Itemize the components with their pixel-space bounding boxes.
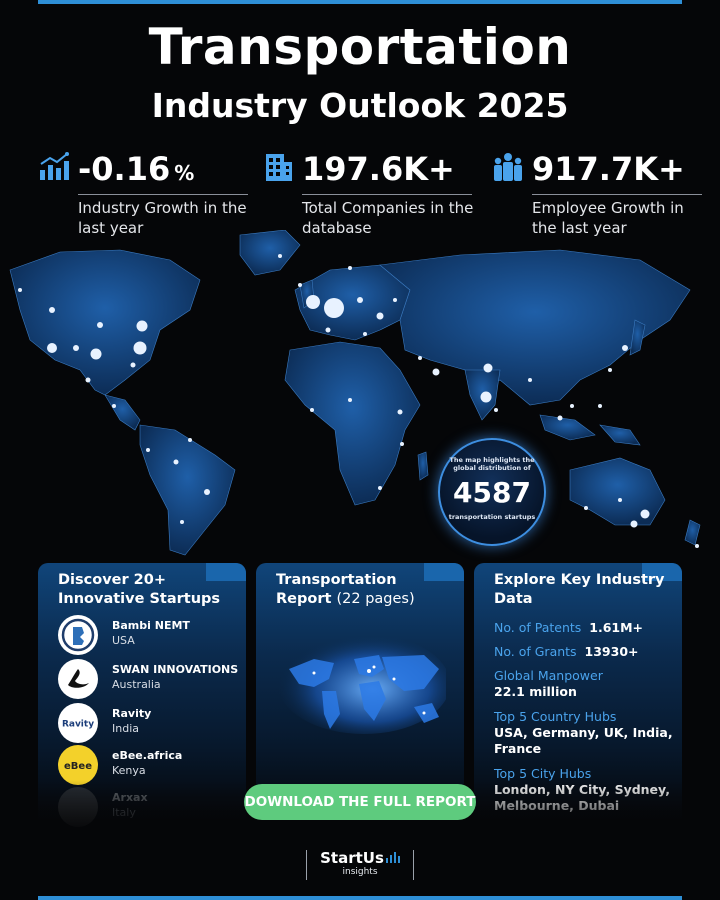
world-map [9, 230, 701, 556]
svg-text:eBee: eBee [64, 761, 92, 772]
startup-country: Kenya [112, 764, 146, 777]
page-subtitle: Industry Outlook 2025 [151, 86, 569, 125]
startup-name: Arxax [112, 791, 148, 804]
startup-item[interactable]: Bambi NEMT USA [58, 615, 243, 655]
brand-tagline: insights [342, 867, 378, 877]
people-icon [494, 153, 522, 181]
industry-data-card: Explore Key Industry Data No. of Patents… [474, 563, 682, 825]
stat-value: -0.16% [78, 150, 195, 188]
ravity-logo: Ravity [58, 703, 98, 743]
glowing-world-map-icon [278, 634, 446, 734]
startup-name: SWAN INNOVATIONS [112, 663, 239, 676]
svg-text:Ravity: Ravity [62, 720, 94, 730]
startups-card: Discover 20+ Innovative Startups Bambi N… [38, 563, 246, 827]
card-title: Explore Key Industry Data [494, 572, 665, 607]
bottom-accent-bar [38, 896, 682, 900]
callout-number: 4587 [453, 476, 531, 509]
top-accent-bar [38, 0, 682, 4]
stat-description: Total Companies in the database [302, 199, 474, 237]
card-title: Transportation Report (22 pages) [276, 572, 415, 607]
stat-description: Industry Growth in the last year [78, 199, 247, 237]
building-icon [266, 154, 292, 181]
stat-value: 917.7K+ [532, 150, 685, 188]
city-hubs-row: Top 5 City Hubs London, NY City, Sydney,… [494, 766, 670, 813]
stat-value: 197.6K+ [302, 150, 455, 188]
startup-name: Ravity [112, 707, 152, 720]
signal-bars-icon [385, 852, 400, 863]
continents [9, 230, 701, 556]
startup-name: eBee.africa [112, 749, 183, 762]
startup-item[interactable]: SWAN INNOVATIONS Australia [58, 659, 243, 699]
page-title: Transportation [148, 18, 572, 76]
country-hubs-row: Top 5 Country Hubs USA, Germany, UK, Ind… [494, 709, 673, 756]
swan-logo [58, 659, 98, 699]
startup-country: Australia [112, 678, 161, 691]
patents-row: No. of Patents 1.61M+ [494, 620, 644, 635]
startus-logo: StartUs insights [306, 850, 414, 880]
startup-name: Bambi NEMT [112, 619, 190, 632]
stat-description: Employee Growth in the last year [532, 199, 684, 237]
ebee-logo: eBee [58, 745, 98, 785]
startup-markers [18, 254, 699, 548]
stat-divider [532, 194, 702, 195]
card-title: Discover 20+ Innovative Startups [58, 572, 221, 607]
stat-divider [302, 194, 472, 195]
startup-country: India [112, 722, 139, 735]
startup-item[interactable]: Ravity Ravity India [58, 703, 243, 743]
startup-item[interactable]: eBee eBee.africa Kenya [58, 745, 243, 785]
startup-country: USA [112, 634, 135, 647]
startup-item[interactable]: Arxax Italy [58, 787, 243, 827]
stat-divider [78, 194, 248, 195]
startup-count-callout: The map highlights the global distributi… [438, 438, 546, 546]
grants-row: No. of Grants 13930+ [494, 644, 639, 659]
download-report-button[interactable]: DOWNLOAD THE FULL REPORT [244, 784, 476, 820]
callout-text: The map highlights the global distributi… [449, 456, 535, 472]
callout-suffix: transportation startups [448, 513, 536, 521]
arxax-logo [58, 787, 98, 827]
bar-chart-icon [40, 152, 69, 180]
brand-name: StartUs [307, 850, 413, 867]
manpower-row: Global Manpower 22.1 million [494, 668, 603, 699]
report-card: Transportation Report (22 pages) [256, 563, 464, 825]
bambi-logo [58, 615, 98, 655]
startup-country: Italy [112, 806, 136, 819]
